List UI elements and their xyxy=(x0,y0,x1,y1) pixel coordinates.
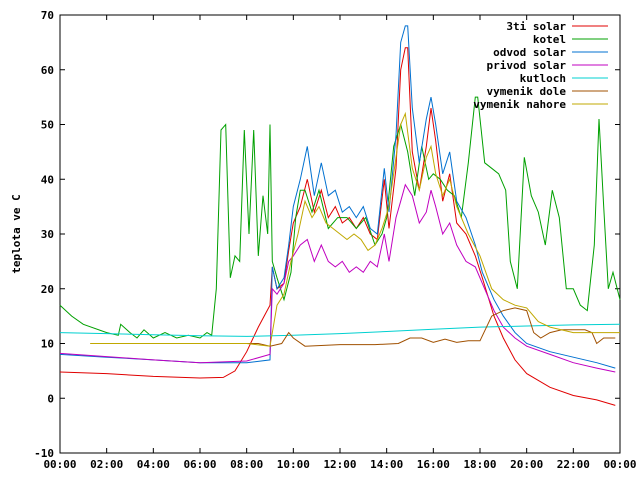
x-tick-label: 12:00 xyxy=(323,458,356,471)
series-line xyxy=(59,323,621,337)
x-tick-label: 16:00 xyxy=(417,458,450,471)
legend-label: privod solar xyxy=(487,59,567,72)
x-tick-label: 20:00 xyxy=(510,458,543,471)
series-line xyxy=(59,183,616,373)
axis-ticks xyxy=(59,14,621,454)
tick-labels: 00:00 02:00 04:00 06:00 08:00 10:00 12:00 14:00… xyxy=(34,9,636,471)
x-tick-label: 00:00 xyxy=(603,458,636,471)
x-tick-label: 02:00 xyxy=(90,458,123,471)
y-tick-label: 50 xyxy=(41,119,54,132)
x-tick-label: 04:00 xyxy=(137,458,170,471)
x-tick-label: 22:00 xyxy=(557,458,590,471)
legend-label: kutloch xyxy=(520,72,566,85)
series-line xyxy=(90,111,620,347)
y-tick-label: 30 xyxy=(41,228,54,241)
x-tick-label: 00:00 xyxy=(43,458,76,471)
legend-label: odvod solar xyxy=(493,46,566,59)
series-line xyxy=(59,96,621,339)
x-tick-label: 18:00 xyxy=(463,458,496,471)
x-tick-label: 14:00 xyxy=(370,458,403,471)
series-line xyxy=(90,307,616,347)
series-lines xyxy=(59,25,621,406)
legend-label: kotel xyxy=(533,33,566,46)
series-line xyxy=(59,25,616,369)
y-tick-label: -10 xyxy=(34,447,54,460)
x-tick-label: 10:00 xyxy=(277,458,310,471)
y-tick-label: 40 xyxy=(41,173,54,186)
legend-label: vymenik nahore xyxy=(473,98,566,111)
y-tick-label: 70 xyxy=(41,9,54,22)
legend-label: 3ti solar xyxy=(506,20,566,33)
y-tick-label: 20 xyxy=(41,283,54,296)
y-tick-label: 0 xyxy=(47,392,54,405)
y-tick-label: 10 xyxy=(41,338,54,351)
y-tick-label: 60 xyxy=(41,64,54,77)
legend-label: vymenik dole xyxy=(487,85,567,98)
x-tick-label: 08:00 xyxy=(230,458,263,471)
y-axis-title: teplota ve C xyxy=(10,194,23,273)
x-tick-label: 06:00 xyxy=(183,458,216,471)
